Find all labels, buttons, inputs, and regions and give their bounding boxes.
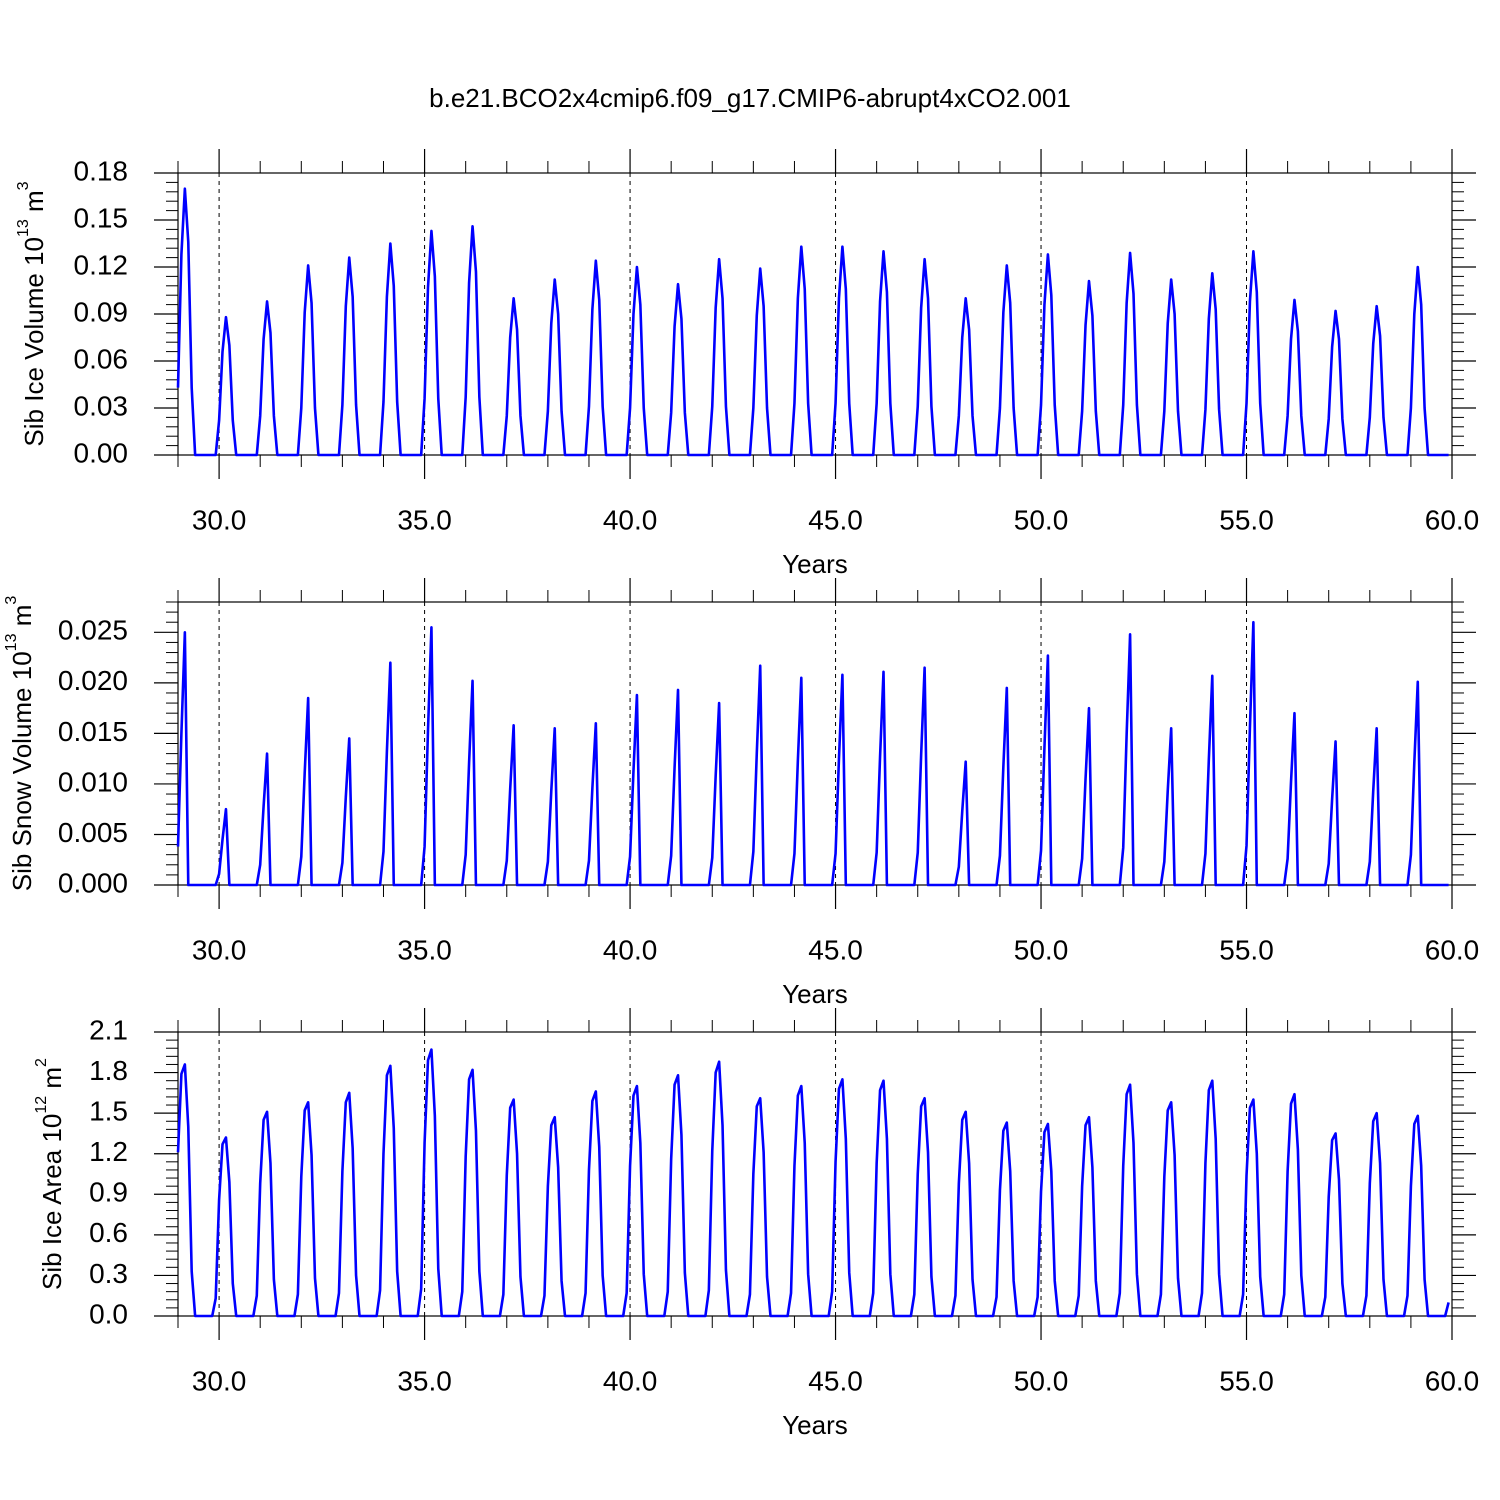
x-tick-label: 30.0 [192, 934, 247, 965]
x-tick-label: 50.0 [1014, 504, 1069, 535]
y-tick-label: 0.00 [74, 437, 129, 468]
y-label-exponent: 3 [15, 181, 32, 190]
y-tick-label: 0.020 [58, 665, 128, 696]
y-tick-label: 0.15 [74, 202, 129, 233]
x-tick-label: 35.0 [397, 1365, 452, 1396]
y-tick-label: 0.03 [74, 390, 129, 421]
y-label-exponent: 13 [3, 633, 20, 651]
x-tick-label: 40.0 [603, 504, 658, 535]
y-axis-label: Sib Ice Area 1012 m2 [33, 1058, 67, 1290]
y-tick-label: 0.18 [74, 155, 129, 186]
panel: 30.0 35.0 40.0 45.0 50.0 55.0 60.0 0.0 0.3 0.6 0.9… [33, 1008, 1479, 1440]
y-tick-label: 0.06 [74, 343, 129, 374]
x-axis-label: Years [782, 1410, 848, 1440]
y-tick-label: 0.025 [58, 615, 128, 646]
x-tick-label: 40.0 [603, 934, 658, 965]
y-label-exponent: 2 [33, 1058, 50, 1067]
x-tick-label: 45.0 [808, 934, 863, 965]
y-label-exponent: 3 [3, 596, 20, 605]
figure-title: b.e21.BCO2x4cmip6.f09_g17.CMIP6-abrupt4x… [429, 83, 1071, 113]
x-tick-label: 35.0 [397, 934, 452, 965]
x-tick-label: 55.0 [1219, 934, 1274, 965]
data-line [176, 1048, 1450, 1318]
x-tick-label: 50.0 [1014, 934, 1069, 965]
data-line [176, 620, 1449, 887]
y-tick-label: 0.005 [58, 817, 128, 848]
y-tick-label: 0.09 [74, 296, 129, 327]
x-tick-label: 35.0 [397, 504, 452, 535]
y-axis-label: Sib Ice Volume 1013 m3 [15, 181, 49, 446]
panel: 30.0 35.0 40.0 45.0 50.0 55.0 60.0 0.000 0.005 0.… [3, 578, 1479, 1009]
x-tick-label: 55.0 [1219, 504, 1274, 535]
y-tick-label: 0.015 [58, 716, 128, 747]
x-tick-label: 30.0 [192, 1365, 247, 1396]
y-tick-label: 1.5 [89, 1096, 128, 1127]
x-axis-label: Years [782, 549, 848, 579]
y-tick-label: 2.1 [89, 1014, 128, 1045]
x-tick-label: 30.0 [192, 504, 247, 535]
y-tick-label: 0.9 [89, 1177, 128, 1208]
y-tick-label: 0.000 [58, 867, 128, 898]
x-tick-label: 60.0 [1425, 504, 1480, 535]
x-tick-label: 45.0 [808, 1365, 863, 1396]
panel: 30.0 35.0 40.0 45.0 50.0 55.0 60.0 0.00 0.03 0.06… [15, 149, 1479, 579]
y-tick-label: 1.8 [89, 1055, 128, 1086]
y-tick-label: 0.3 [89, 1258, 128, 1289]
y-label-text: Sib Snow Volume 10 [7, 651, 37, 891]
y-tick-label: 0.0 [89, 1298, 128, 1329]
y-label-text: m [37, 1067, 67, 1096]
y-label-text: Sib Ice Volume 10 [19, 237, 49, 447]
y-tick-label: 0.010 [58, 766, 128, 797]
x-axis-label: Years [782, 979, 848, 1009]
x-tick-label: 50.0 [1014, 1365, 1069, 1396]
y-tick-label: 0.12 [74, 249, 129, 280]
x-tick-label: 40.0 [603, 1365, 658, 1396]
x-tick-label: 45.0 [808, 504, 863, 535]
y-label-exponent: 12 [33, 1096, 50, 1114]
data-line [176, 187, 1449, 457]
x-tick-label: 60.0 [1425, 934, 1480, 965]
y-label-text: m [7, 605, 37, 634]
y-axis-label: Sib Snow Volume 1013 m3 [3, 596, 37, 892]
y-tick-label: 1.2 [89, 1136, 128, 1167]
y-label-text: Sib Ice Area 10 [37, 1114, 67, 1290]
y-tick-label: 0.6 [89, 1217, 128, 1248]
x-tick-label: 55.0 [1219, 1365, 1274, 1396]
x-tick-label: 60.0 [1425, 1365, 1480, 1396]
y-label-text: m [19, 190, 49, 219]
y-label-exponent: 13 [15, 219, 32, 237]
